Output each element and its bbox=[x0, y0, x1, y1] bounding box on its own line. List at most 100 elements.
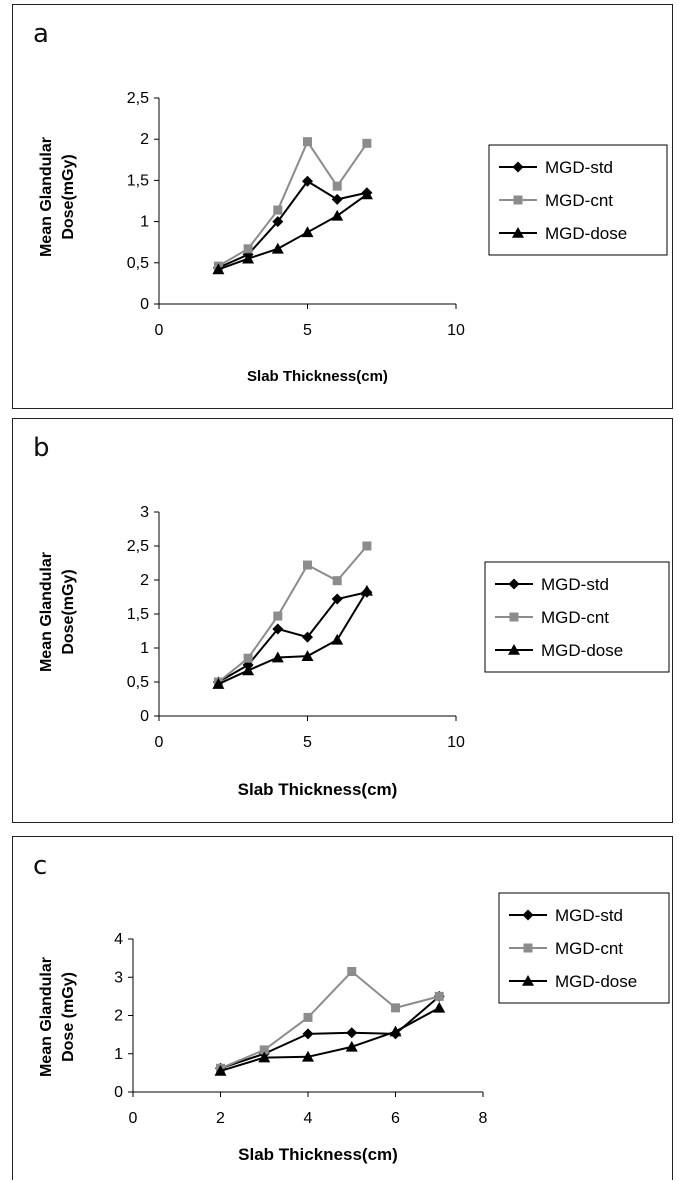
legend-label: MGD-cnt bbox=[545, 191, 613, 210]
series-line bbox=[220, 995, 440, 1070]
legend: MGD-std MGD-cnt MGD-dose bbox=[488, 144, 668, 256]
y-tick-label: 1,5 bbox=[127, 606, 149, 623]
data-point bbox=[243, 653, 253, 663]
data-point bbox=[302, 1050, 314, 1062]
series-MGD-std bbox=[212, 586, 373, 688]
data-point bbox=[272, 623, 284, 635]
data-point bbox=[331, 633, 344, 645]
y-tick-label: 3 bbox=[114, 969, 123, 986]
x-tick-label: 6 bbox=[391, 1110, 400, 1127]
y-tick-label: 3 bbox=[140, 504, 149, 521]
series-line bbox=[218, 193, 368, 271]
data-point bbox=[331, 209, 344, 221]
series-line bbox=[217, 180, 368, 269]
y-tick-label: 1 bbox=[114, 1046, 123, 1063]
series-line bbox=[217, 590, 368, 685]
series-MGD-dose bbox=[212, 584, 373, 689]
legend-marker bbox=[522, 975, 534, 986]
data-point bbox=[272, 216, 284, 228]
data-point bbox=[212, 678, 225, 689]
series-line bbox=[220, 970, 440, 1070]
x-tick-label: 8 bbox=[479, 1110, 488, 1127]
data-point bbox=[212, 263, 225, 275]
data-point bbox=[302, 631, 313, 643]
chart-panel-b: b 0 0,5 1 1,5 2 2,5 3 0 5 10 Slab Thickness(cm) Mea… bbox=[12, 418, 673, 823]
y-tick-label: 0 bbox=[140, 296, 149, 313]
legend-label: MGD-std bbox=[555, 906, 623, 925]
y-axis-title: Mean Glandular Dose(mGy) bbox=[38, 552, 77, 672]
y-axis-title-line: Dose(mGy) bbox=[60, 154, 77, 239]
y-axis-title: Mean Glandular Dose (mGy) bbox=[38, 957, 77, 1077]
chart-b-svg: 0 0,5 1 1,5 2 2,5 3 0 5 10 Slab Thickness(cm) Mean … bbox=[38, 504, 670, 799]
panel-label: b bbox=[33, 433, 50, 463]
y-tick-label: 2 bbox=[114, 1008, 123, 1025]
y-tick-label: 2 bbox=[140, 131, 149, 148]
series-line bbox=[217, 545, 368, 683]
y-axis-title-line: Mean Glandular bbox=[38, 957, 55, 1077]
data-point bbox=[302, 175, 313, 187]
legend-marker bbox=[512, 227, 524, 238]
data-point bbox=[332, 181, 342, 191]
y-tick-label: 1,5 bbox=[127, 172, 149, 189]
legend-marker bbox=[523, 943, 533, 953]
x-axis-title: Slab Thickness(cm) bbox=[238, 1145, 398, 1164]
legend: MGD-std MGD-cnt MGD-dose bbox=[484, 561, 670, 673]
data-point bbox=[347, 967, 357, 977]
panel-label: c bbox=[33, 851, 48, 881]
data-point bbox=[302, 1028, 314, 1040]
y-axis-title-line: Dose (mGy) bbox=[60, 972, 77, 1062]
panel-label: a bbox=[33, 19, 49, 49]
y-tick-label: 2,5 bbox=[127, 538, 149, 555]
data-point bbox=[271, 651, 284, 663]
y-tick-label: 1 bbox=[140, 214, 149, 231]
series-line bbox=[220, 1006, 440, 1072]
data-point bbox=[362, 138, 372, 148]
data-point bbox=[389, 1025, 402, 1037]
series-MGD-dose bbox=[214, 1001, 446, 1076]
series-MGD-cnt bbox=[216, 967, 444, 1073]
data-point bbox=[242, 664, 255, 676]
series-MGD-cnt bbox=[213, 541, 372, 687]
y-tick-label: 1 bbox=[140, 640, 149, 657]
data-point bbox=[243, 244, 253, 254]
y-axis-title-line: Mean Glandular bbox=[38, 552, 55, 672]
series-MGD-dose bbox=[212, 188, 373, 275]
data-point bbox=[303, 1012, 313, 1022]
data-point bbox=[331, 593, 343, 605]
legend-label: MGD-cnt bbox=[555, 939, 623, 958]
data-point bbox=[301, 650, 314, 661]
data-point bbox=[345, 1040, 358, 1052]
x-tick-label: 10 bbox=[447, 322, 465, 339]
data-point bbox=[301, 226, 314, 238]
x-axis-title: Slab Thickness(cm) bbox=[247, 368, 388, 385]
data-point bbox=[303, 137, 312, 147]
data-point bbox=[214, 1064, 227, 1076]
legend: MGD-std MGD-cnt MGD-dose bbox=[498, 892, 670, 1004]
x-tick-label: 0 bbox=[129, 1110, 138, 1127]
legend-label: MGD-dose bbox=[541, 641, 623, 660]
data-point bbox=[303, 560, 312, 570]
legend-label: MGD-dose bbox=[545, 224, 627, 243]
data-point bbox=[360, 188, 373, 200]
data-point bbox=[259, 1045, 269, 1055]
legend-label: MGD-std bbox=[545, 158, 613, 177]
legend-marker bbox=[508, 578, 520, 590]
data-point bbox=[258, 1051, 271, 1063]
y-tick-label: 4 bbox=[114, 931, 123, 948]
data-point bbox=[362, 541, 372, 551]
y-axis-title: Mean Glandular Dose(mGy) bbox=[38, 137, 77, 257]
legend-marker bbox=[508, 644, 520, 655]
x-tick-label: 5 bbox=[303, 322, 312, 339]
legend-marker bbox=[512, 161, 524, 173]
y-tick-label: 2 bbox=[140, 572, 149, 589]
series-MGD-std bbox=[212, 175, 373, 274]
legend-marker bbox=[509, 612, 519, 622]
x-axis-title: Slab Thickness(cm) bbox=[238, 780, 398, 799]
data-point bbox=[434, 991, 444, 1001]
chart-panel-a: a 0 0,5 1 1,5 2 2,5 0 5 10 Slab Thickness(cm) Mean… bbox=[12, 4, 673, 409]
data-point bbox=[391, 1003, 400, 1013]
series-line bbox=[217, 140, 368, 267]
x-tick-label: 0 bbox=[155, 322, 164, 339]
y-tick-label: 0 bbox=[114, 1084, 123, 1101]
y-tick-label: 0 bbox=[140, 708, 149, 725]
